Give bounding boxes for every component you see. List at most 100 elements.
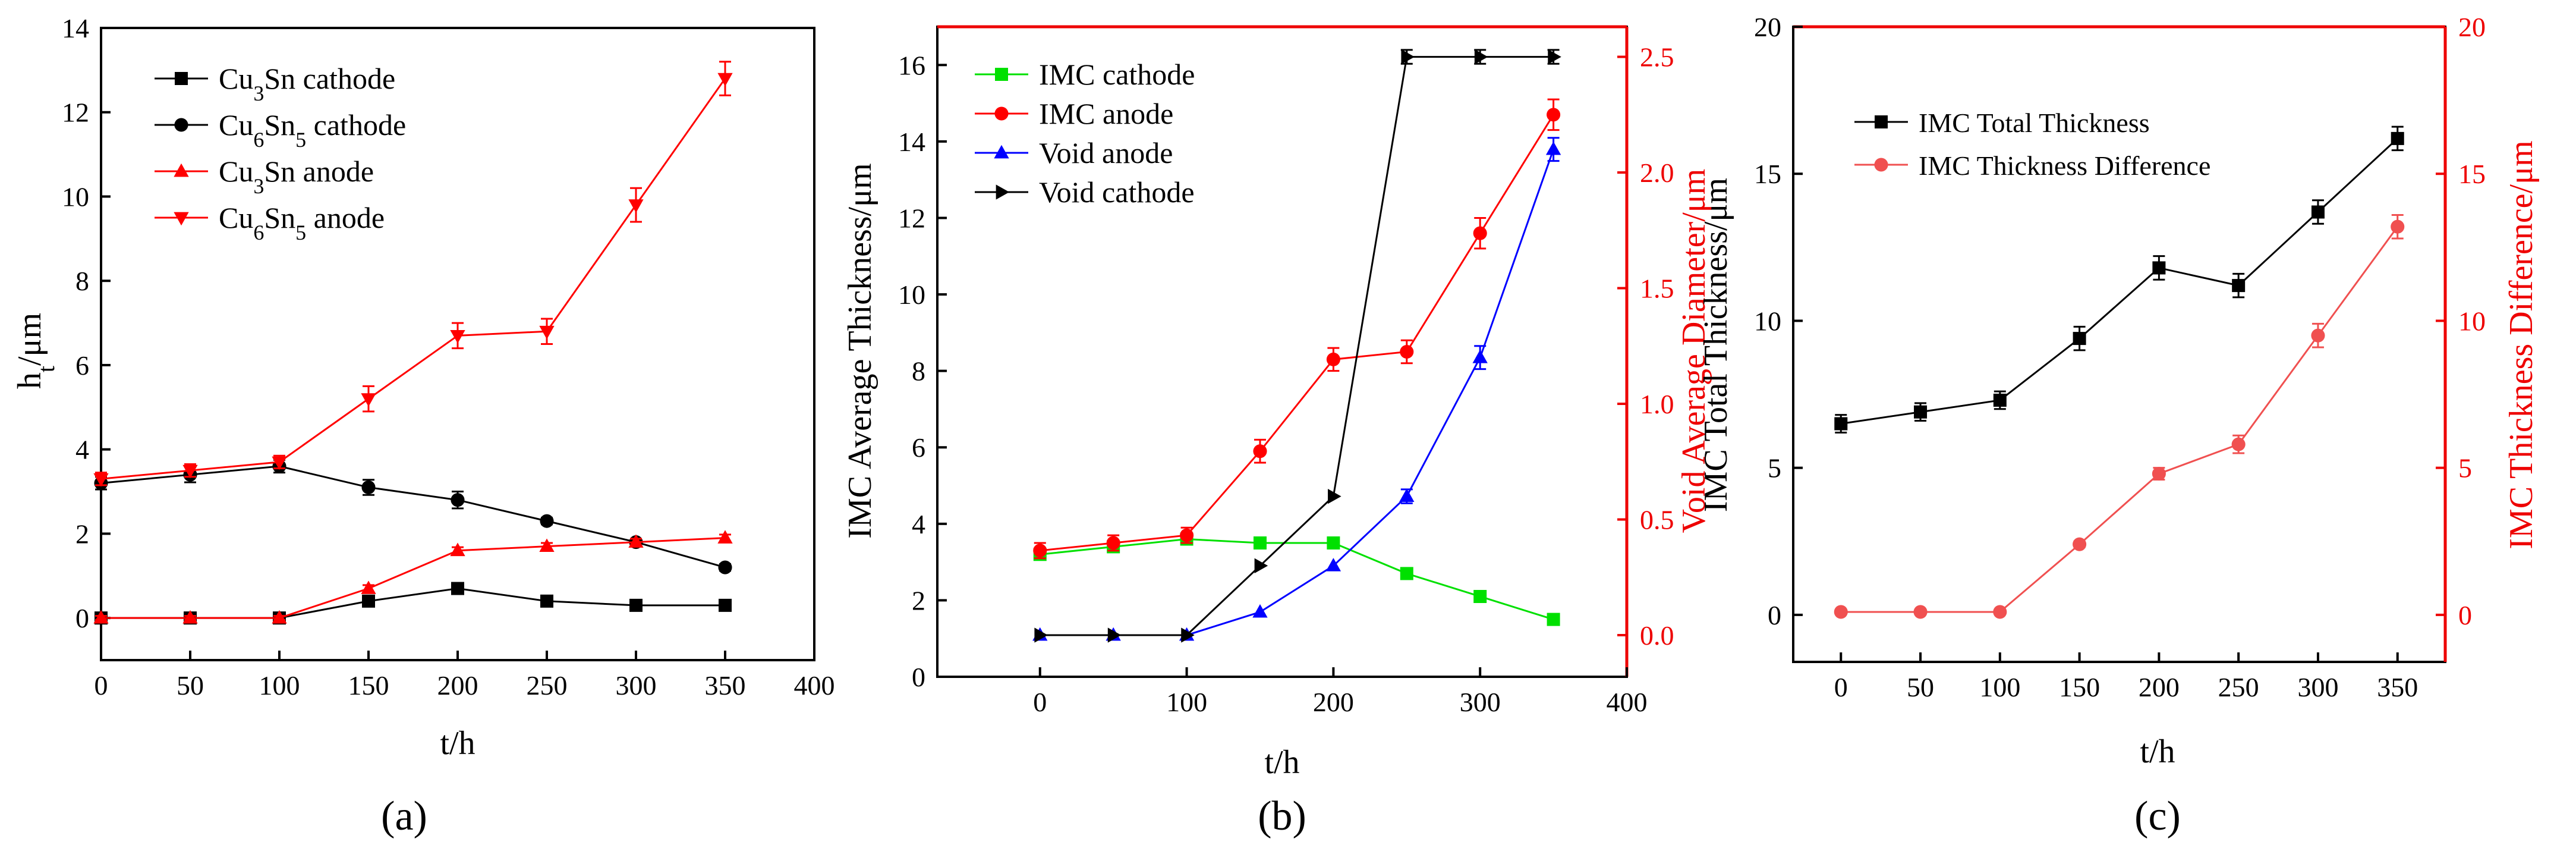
- data-point: [451, 582, 464, 595]
- data-point: [272, 610, 287, 624]
- y-tick-label: 2: [75, 519, 89, 549]
- y-tick-label: 5: [1768, 453, 1781, 483]
- data-point: [182, 464, 198, 479]
- legend-label-part: Cu: [219, 62, 253, 95]
- legend-marker: [995, 68, 1008, 81]
- legend-label-subscript: 6: [253, 128, 264, 152]
- data-point: [1548, 49, 1561, 65]
- data-point: [718, 560, 732, 574]
- y-tick-label: 12: [62, 98, 89, 128]
- y2-tick-label: 10: [2458, 306, 2486, 336]
- series-cu3sn-cathode: [95, 582, 732, 625]
- series-line: [1040, 149, 1555, 636]
- y-tick-label: 14: [898, 127, 925, 157]
- data-point: [1107, 627, 1122, 643]
- panel-b: 0 100 200 300 400 0 2 4 6 8 10 12 14 16 0.0 0.5 1.0 1.5…: [842, 25, 1712, 839]
- series-imc-thickness-difference: [1834, 214, 2405, 619]
- x-tick-label: 0: [1033, 687, 1047, 717]
- data-point: [1834, 605, 1848, 619]
- series-line: [100, 78, 726, 480]
- legend-label: IMC Total Thickness: [1919, 108, 2150, 138]
- y-tick-label: 16: [898, 50, 925, 80]
- y-tick-label: 0: [1768, 600, 1781, 630]
- legend-label-part: Sn: [264, 201, 295, 234]
- data-point: [2073, 537, 2087, 551]
- panel-c-y-axis-label: IMC Total Thickness/μm: [1698, 178, 1734, 512]
- y-tick-label: 2: [912, 585, 925, 616]
- panel-a-x-ticks: 0 50 100 150 200 250 300 350 400: [95, 651, 835, 701]
- panel-b-y-axis-label: IMC Average Thickness/μm: [842, 163, 878, 538]
- x-tick-label: 400: [794, 670, 835, 701]
- y2-tick-label: 0: [2458, 600, 2472, 630]
- legend-label: IMC Thickness Difference: [1919, 150, 2210, 181]
- series-line: [1040, 114, 1554, 552]
- data-point: [2391, 131, 2404, 145]
- x-tick-label: 50: [177, 670, 204, 701]
- x-tick-label: 100: [1166, 687, 1207, 717]
- legend-item-imc-thickness-difference: IMC Thickness Difference: [1854, 150, 2210, 181]
- legend-label-part: Cu: [219, 155, 253, 188]
- data-point: [540, 514, 554, 528]
- legend-marker: [996, 184, 1010, 200]
- data-point: [450, 329, 465, 344]
- legend-item-cu6sn5-cathode: Cu6Sn5 cathode: [155, 108, 406, 152]
- panel-c-x-axis-label: t/h: [2140, 733, 2175, 770]
- data-point: [2231, 437, 2246, 451]
- legend-marker: [994, 106, 1009, 121]
- y2-tick-label: 20: [2458, 12, 2486, 42]
- data-point: [717, 73, 733, 87]
- y2-tick-label: 0.5: [1640, 505, 1674, 535]
- y-tick-label: 12: [898, 203, 925, 233]
- series-line: [100, 465, 726, 569]
- x-tick-label: 300: [2297, 672, 2338, 702]
- data-point: [1254, 558, 1268, 573]
- x-tick-label: 150: [348, 670, 389, 701]
- panel-c-y2-axis-label: IMC Thickness Difference/μm: [2503, 140, 2540, 549]
- series-line: [1841, 137, 2398, 425]
- x-tick-label: 350: [2377, 672, 2418, 702]
- legend-label-part: Sn cathode: [264, 62, 395, 95]
- x-tick-label: 0: [95, 670, 108, 701]
- data-point: [1473, 589, 1487, 603]
- data-point: [1106, 536, 1120, 550]
- data-point: [1034, 627, 1048, 643]
- data-point: [1834, 417, 1848, 431]
- data-point: [1400, 567, 1413, 580]
- x-tick-label: 0: [1834, 672, 1848, 702]
- panel-a-y-axis-label: ht/μm: [11, 313, 59, 389]
- data-point: [1474, 49, 1488, 65]
- legend-label: IMC cathode: [1039, 58, 1195, 91]
- y-tick-label: 4: [912, 509, 925, 539]
- data-point: [361, 480, 376, 494]
- panel-a-series: [93, 61, 733, 625]
- legend-label-subscript: 3: [253, 174, 264, 198]
- panel-b-y2-axis-label: Void Average Diameter/μm: [1676, 169, 1712, 533]
- legend-label-part: cathode: [306, 108, 406, 142]
- data-point: [1253, 536, 1267, 550]
- series-cu6sn5-anode: [93, 61, 733, 487]
- legend-label-part: Sn anode: [264, 155, 374, 188]
- data-point: [93, 610, 109, 624]
- data-point: [2232, 279, 2246, 293]
- y-tick-label: 6: [912, 432, 925, 463]
- legend-label: Cu6Sn5 anode: [219, 201, 385, 244]
- data-point: [1993, 393, 2007, 407]
- panel-c-legend: IMC Total Thickness IMC Thickness Differe…: [1854, 108, 2210, 181]
- y-tick-label: 8: [75, 266, 89, 296]
- y2-tick-label: 1.5: [1640, 274, 1674, 304]
- data-point: [719, 598, 732, 612]
- legend-label-subscript: 5: [295, 128, 306, 152]
- panel-c-y2-ticks: 0 5 10 15 20: [2436, 12, 2486, 630]
- legend-label-part: anode: [306, 201, 385, 234]
- legend-item-void-cathode: Void cathode: [975, 175, 1195, 209]
- panel-c-series: [1834, 125, 2405, 619]
- series-void-anode: [1032, 137, 1561, 641]
- y2-tick-label: 2.5: [1640, 42, 1674, 73]
- legend-label-part: Cu: [219, 201, 253, 234]
- data-point: [717, 530, 733, 544]
- panel-b-x-axis-label: t/h: [1264, 744, 1299, 781]
- y2-tick-label: 15: [2458, 159, 2486, 189]
- y-tick-label: 14: [62, 13, 89, 43]
